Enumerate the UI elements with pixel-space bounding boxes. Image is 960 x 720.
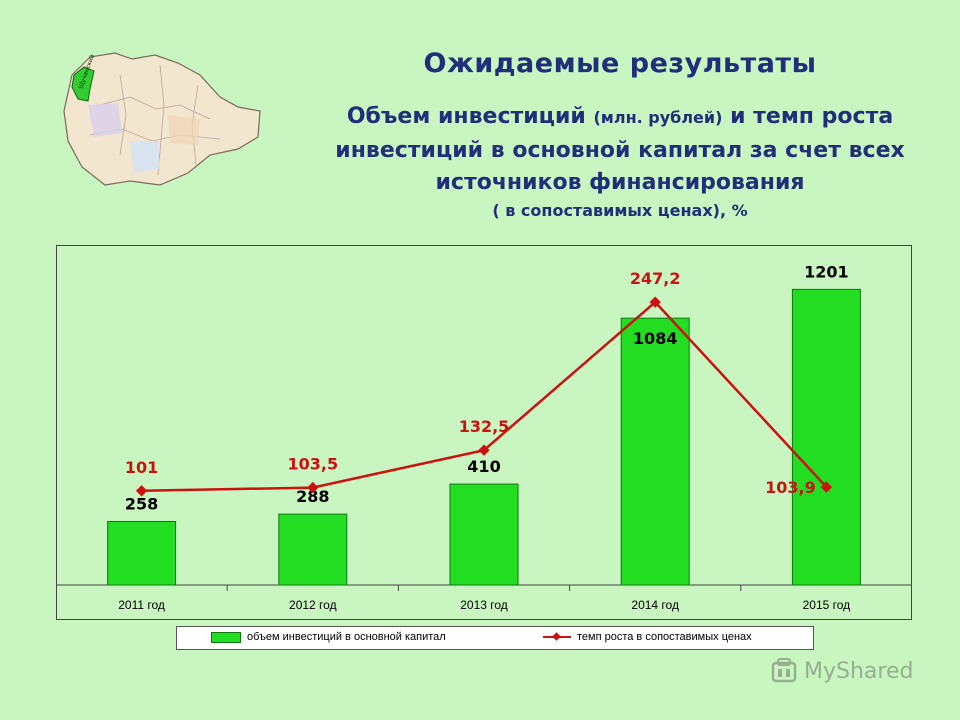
bar-value-label: 288	[296, 487, 329, 506]
legend-line-label: темп роста в сопоставимых ценах	[577, 631, 752, 643]
growth-rate-label: 103,5	[287, 455, 338, 474]
x-tick-label: 2014 год	[631, 598, 679, 612]
region-map-outline	[63, 52, 261, 186]
subtitle-part-a: Объем инвестиций	[346, 104, 594, 129]
growth-rate-label: 132,5	[459, 417, 510, 436]
subtitle-line-4: ( в сопоставимых ценах), %	[492, 201, 748, 220]
growth-rate-point-1	[135, 485, 148, 497]
investment-chart: 258 2011 год 288 2012 год 410 2013 год 1084 201…	[56, 262, 912, 612]
legend-item-bar: объем инвестиций в основной капитал	[211, 631, 446, 643]
subtitle-line-1: Объем инвестиций (млн. рублей) и темп ро…	[300, 104, 940, 129]
x-tick-label: 2012 год	[289, 598, 337, 612]
x-tick-label: 2013 год	[460, 598, 508, 612]
legend-bar-swatch	[211, 631, 241, 643]
bar-value-label: 258	[125, 494, 158, 513]
page-title: Ожидаемые результаты	[423, 48, 817, 79]
x-tick-label: 2015 год	[803, 598, 851, 612]
bar-1	[107, 520, 177, 586]
bar-2	[278, 513, 348, 586]
legend-line-swatch	[543, 632, 571, 641]
bar-3	[449, 483, 519, 586]
watermark: MyShared	[770, 657, 913, 685]
region-map: Щучанский	[63, 52, 261, 186]
bar-value-label: 1201	[804, 262, 849, 281]
growth-rate-point-5	[820, 481, 833, 493]
growth-rate-label: 247,2	[630, 269, 681, 288]
watermark-logo-icon	[771, 658, 797, 683]
bar-5	[791, 288, 861, 586]
subtitle-part-b: и темп роста	[722, 104, 894, 129]
growth-rate-label: 101	[125, 458, 158, 477]
bar-value-label: 1084	[633, 329, 678, 348]
subtitle-line-3: источников финансирования	[435, 170, 805, 195]
subtitle-line-2: инвестиций в основной капитал за счет вс…	[335, 138, 905, 163]
bar-4	[620, 317, 690, 586]
bar-value-label: 410	[467, 457, 500, 476]
watermark-text: MyShared	[804, 658, 914, 684]
legend-bar-label: объем инвестиций в основной капитал	[247, 631, 446, 643]
legend-item-line: темп роста в сопоставимых ценах	[543, 631, 752, 643]
x-tick-label: 2011 год	[118, 598, 165, 612]
subtitle-units: (млн. рублей)	[593, 108, 723, 127]
chart-legend: объем инвестиций в основной капитал темп…	[176, 626, 814, 650]
growth-rate-point-3	[478, 444, 490, 456]
highlighted-district	[71, 66, 95, 102]
growth-rate-label: 103,9	[765, 478, 816, 497]
